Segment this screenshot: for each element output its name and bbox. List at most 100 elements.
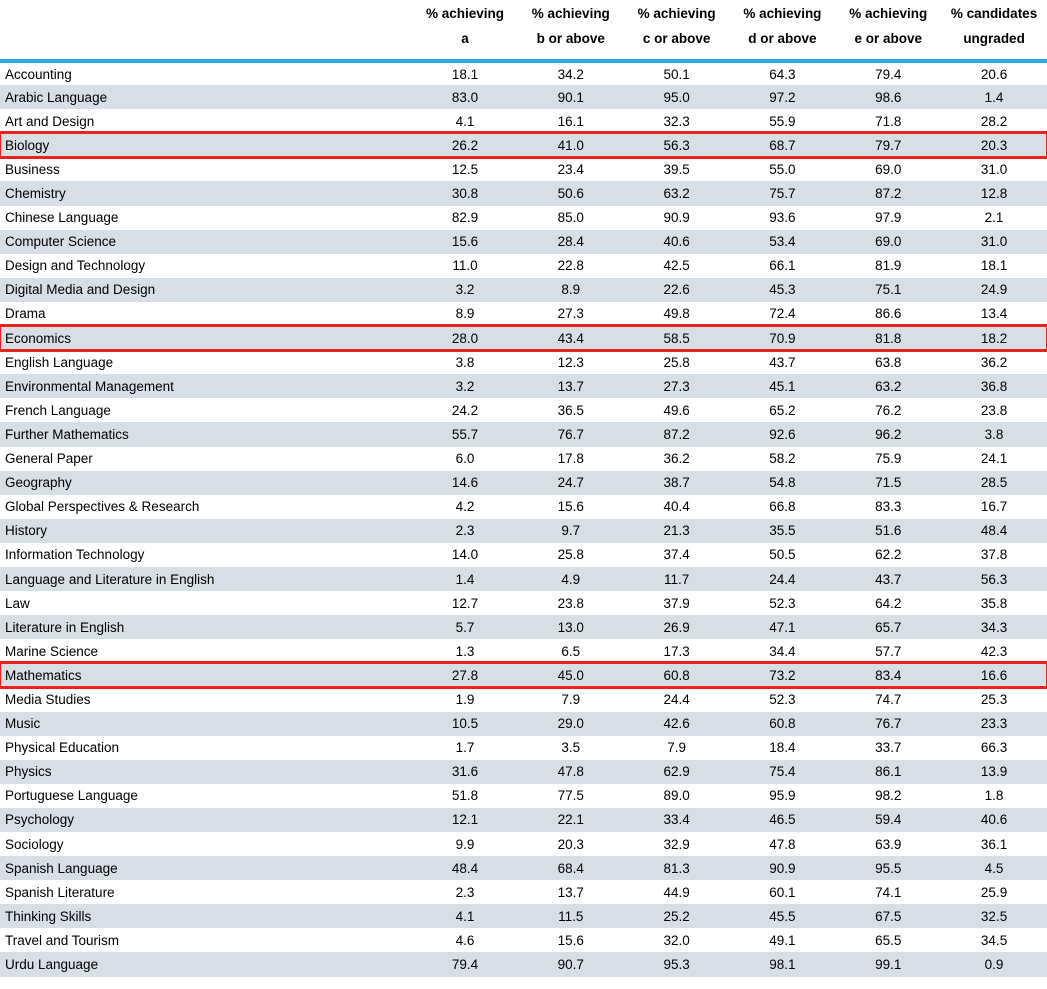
value-cell: 13.7 [557,378,584,394]
value-cell: 1.9 [455,691,475,707]
value-cell: 68.7 [769,137,796,153]
column-header-line2: d or above [748,31,817,46]
subject-cell: History [5,523,48,539]
value-cell: 49.1 [769,932,796,948]
value-cell: 55.7 [451,426,479,442]
value-cell: 24.2 [451,402,479,418]
table-row: English Language 3.8 12.3 25.8 43.7 63.8 36.2 [0,350,1047,374]
table-row: Design and Technology 11.0 22.8 42.5 66.1 81.… [0,254,1047,278]
value-cell: 23.4 [557,161,584,177]
value-cell: 17.3 [663,643,690,659]
table-header-row: % achieving a% achieving b or above% achie… [0,0,1047,63]
table-row: Law 12.7 23.8 37.9 52.3 64.2 35.8 [0,591,1047,615]
value-cell: 32.9 [663,836,690,852]
table-row: Art and Design 4.1 16.1 32.3 55.9 71.8 28.2 [0,109,1047,133]
column-header-line1: % achieving [637,6,716,21]
value-cell: 62.9 [663,764,690,780]
value-cell: 41.0 [557,137,584,153]
value-cell: 76.7 [875,716,902,732]
subject-cell: Urdu Language [5,957,99,973]
value-cell: 71.5 [875,475,902,491]
table-row: Geography 14.6 24.7 38.7 54.8 71.5 28.5 [0,470,1047,495]
value-cell: 32.5 [980,908,1008,924]
value-cell: 18.1 [980,258,1008,274]
value-cell: 59.4 [875,812,902,828]
value-cell: 51.6 [875,523,902,539]
value-cell: 23.8 [980,402,1008,418]
value-cell: 32.3 [663,113,690,129]
value-cell: 23.3 [980,716,1008,732]
table-row-highlighted: Biology 26.2 41.0 56.3 68.7 79.7 20.3 [0,131,1047,160]
subject-cell: Psychology [5,812,75,828]
value-cell: 13.4 [980,306,1008,322]
value-cell: 3.2 [455,282,475,298]
value-cell: 48.4 [980,523,1008,539]
table-row: Environmental Management 3.2 13.7 27.3 45.1 6… [0,374,1047,399]
value-cell: 60.8 [663,667,690,683]
value-cell: 62.2 [875,547,902,563]
value-cell: 37.4 [663,547,690,563]
value-cell: 1.4 [455,571,475,587]
subject-cell: English Language [5,354,114,370]
column-header-line1: % achieving [849,6,928,21]
value-cell: 12.8 [980,186,1008,202]
value-cell: 21.3 [663,523,690,539]
value-cell: 52.3 [769,595,796,611]
table-row: Spanish Language 48.4 68.4 81.3 90.9 95.5 4.5 [0,856,1047,881]
value-cell: 43.4 [557,330,584,346]
value-cell: 22.6 [663,282,690,298]
table-row: Global Perspectives & Research 4.2 15.6 40.… [0,495,1047,519]
value-cell: 81.8 [875,330,902,346]
value-cell: 93.6 [769,210,796,226]
value-cell: 32.0 [663,932,690,948]
value-cell: 66.8 [769,499,796,515]
value-cell: 45.3 [769,282,796,298]
subject-cell: Information Technology [5,547,145,563]
subject-cell: Arabic Language [5,89,108,105]
value-cell: 25.8 [663,354,690,370]
table-row-highlighted: Economics 28.0 43.4 58.5 70.9 81.8 18.2 [0,324,1047,353]
value-cell: 95.0 [663,89,690,105]
value-cell: 79.7 [875,137,902,153]
value-cell: 6.5 [561,643,581,659]
value-cell: 60.1 [769,884,796,900]
value-cell: 35.5 [769,523,796,539]
subject-cell: Accounting [5,66,72,82]
value-cell: 56.3 [663,137,690,153]
subject-cell: Literature in English [5,619,125,635]
subject-cell: Environmental Management [5,378,174,394]
subject-cell: Digital Media and Design [5,282,156,298]
table-row: Sociology 9.9 20.3 32.9 47.8 63.9 36.1 [0,832,1047,856]
value-cell: 4.1 [455,113,475,129]
value-cell: 44.9 [663,884,690,900]
value-cell: 20.6 [980,66,1008,82]
value-cell: 2.3 [455,523,475,539]
subject-cell: Design and Technology [5,258,146,274]
value-cell: 12.1 [451,812,479,828]
value-cell: 40.6 [980,812,1008,828]
value-cell: 8.9 [455,306,475,322]
value-cell: 64.2 [875,595,902,611]
value-cell: 42.3 [980,643,1008,659]
value-cell: 29.0 [557,716,584,732]
subject-cell: French Language [5,402,111,418]
table-row: Music 10.5 29.0 42.6 60.8 76.7 23.3 [0,711,1047,736]
value-cell: 28.0 [451,330,479,346]
value-cell: 50.5 [769,547,796,563]
value-cell: 74.1 [875,884,902,900]
subject-cell: Computer Science [5,234,117,250]
subject-cell: Art and Design [5,113,95,129]
subject-cell: Chemistry [5,186,66,202]
value-cell: 33.4 [663,812,690,828]
value-cell: 15.6 [557,932,584,948]
value-cell: 63.8 [875,354,902,370]
value-cell: 56.3 [980,571,1008,587]
value-cell: 13.7 [557,884,584,900]
value-cell: 90.7 [557,957,584,973]
subject-cell: Business [5,161,60,177]
value-cell: 48.4 [451,860,479,876]
value-cell: 4.9 [561,571,581,587]
value-cell: 45.5 [769,908,796,924]
value-cell: 69.0 [875,234,902,250]
value-cell: 58.2 [769,451,796,467]
